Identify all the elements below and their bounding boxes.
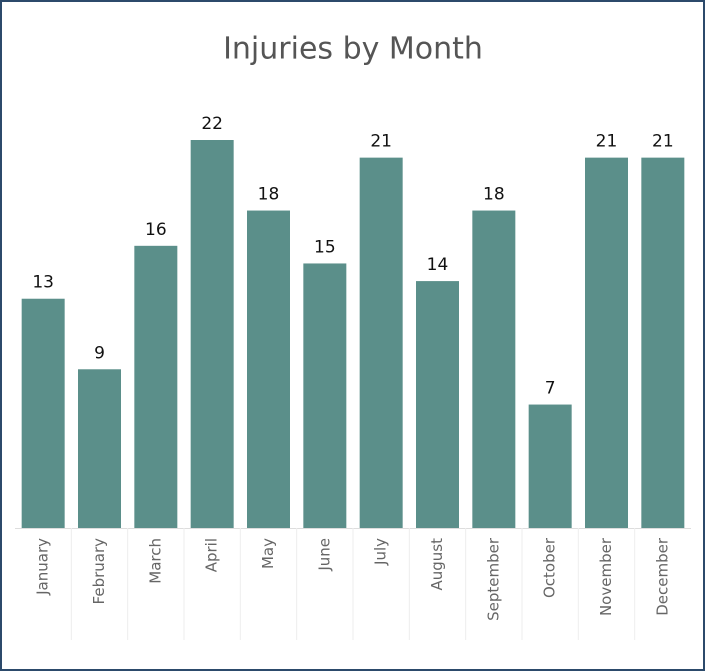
bar <box>21 298 65 528</box>
value-label: 22 <box>201 114 223 134</box>
x-tick-label: November <box>597 537 615 616</box>
x-tick-label: March <box>146 538 164 584</box>
x-tick-label: April <box>203 538 221 572</box>
x-tick-label: July <box>372 538 390 566</box>
bar <box>416 281 459 528</box>
x-tick-label: May <box>259 538 277 569</box>
bar <box>78 369 121 528</box>
bar <box>641 157 685 529</box>
bar <box>528 404 572 528</box>
bar <box>190 140 234 528</box>
bar <box>359 157 403 529</box>
bar <box>303 263 347 528</box>
x-tick-label: January <box>34 538 52 596</box>
value-label: 21 <box>596 132 618 152</box>
x-tick-label: June <box>315 538 333 572</box>
value-label: 18 <box>483 185 505 205</box>
value-label: 15 <box>314 237 336 257</box>
x-tick-label: August <box>428 538 446 591</box>
x-tick-label: October <box>541 537 559 598</box>
bar <box>247 210 290 528</box>
value-label: 13 <box>32 273 54 293</box>
value-label: 9 <box>94 343 105 363</box>
value-label: 21 <box>652 132 674 152</box>
value-label: 14 <box>427 255 449 275</box>
value-label: 7 <box>545 379 556 399</box>
value-label: 21 <box>370 132 392 152</box>
bar <box>585 157 628 529</box>
value-label: 16 <box>145 220 167 240</box>
bar <box>134 245 178 528</box>
x-tick-label: December <box>653 537 671 616</box>
value-label: 18 <box>258 185 280 205</box>
bar <box>472 210 516 528</box>
x-tick-label: February <box>90 538 108 605</box>
x-tick-label: September <box>484 537 502 621</box>
chart-title: Injuries by Month <box>223 32 483 67</box>
